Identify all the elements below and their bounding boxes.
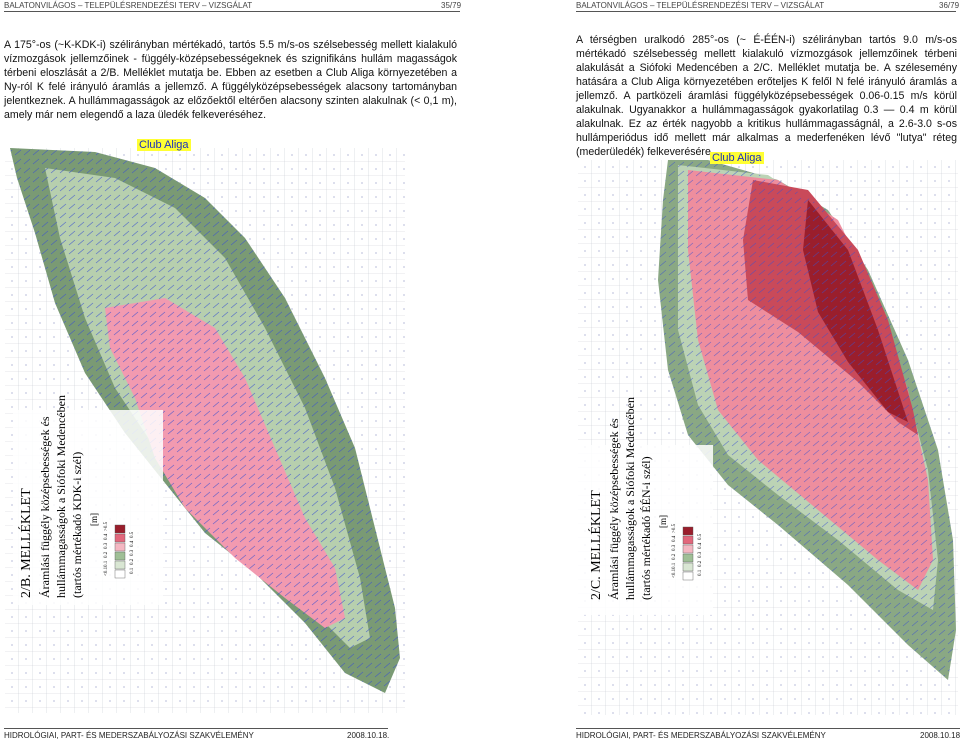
legend-title: 2/C. MELLÉKLET [587,490,604,600]
legend-label: 0.3 [698,551,703,558]
legend-line: (tartós mértékadó ÉÉN-i szél) [639,456,653,600]
map: 2/C. MELLÉKLET Áramlási függély középseb… [578,160,958,715]
legend-label: 0.3 [672,544,677,551]
legend-swatch [682,553,694,563]
legend-label: 0.1 [130,567,135,574]
legend-line: Áramlási függély középsebességek és [38,416,52,598]
legend-label: 0.4 [698,542,703,549]
paragraph: A 175°-os (~K-KDK-i) szélirányban mérték… [4,39,457,121]
flow-arrows [10,148,400,693]
footer-date: 2008.10.18. [347,731,390,740]
legend-swatch [114,560,126,570]
legend-line: hullámmagasságok a Siófoki Medencében [623,397,637,600]
page: BALATONVILÁGOS – TELEPÜLÉSRENDEZÉSI TERV… [480,0,960,742]
header-rule [576,11,956,12]
legend-line: Áramlási függély középsebességek és [607,418,621,600]
footer-rule [576,728,960,729]
legend-label: 0.4 [672,535,677,542]
legend-label: 0.2 [698,560,703,567]
legend-swatch [114,569,126,579]
legend-swatch [682,526,694,536]
legend-swatch [682,571,694,581]
legend-swatch [682,562,694,572]
legend-unit: [m] [89,513,99,526]
legend-swatch [682,544,694,554]
legend-unit: [m] [658,515,668,528]
legend-label: 0.2 [672,553,677,560]
legend-box [13,410,163,605]
legend-swatch [114,551,126,561]
legend-label: 0.3 [104,542,109,549]
legend-label: 0.1 [104,560,109,567]
legend-swatch [114,533,126,543]
header-rule [4,11,460,12]
legend-label: 0.2 [130,558,135,565]
footer-rule [4,728,388,729]
legend-swatch [114,524,126,534]
legend-label: <0.1 [672,568,677,578]
map-label: Club Aliga [137,139,191,151]
legend-label: >0.5 [672,523,677,533]
header-title: BALATONVILÁGOS – TELEPÜLÉSRENDEZÉSI TERV… [576,1,825,10]
legend-label: 0.1 [698,569,703,576]
footer-date: 2008.10.18. [920,731,960,740]
legend-swatch [682,535,694,545]
header-page: 36/79 [939,1,960,10]
legend-title: 2/B. MELLÉKLET [17,488,34,598]
paragraph: A térségben uralkodó 285°-os (~ É-ÉÉN-i)… [576,34,957,158]
legend-line: (tartós mértékadó KDK-i szél) [70,452,84,598]
legend-label: 0.1 [672,562,677,569]
legend-label: >0.5 [104,521,109,531]
legend-label: 0.4 [130,540,135,547]
footer-title: HIDROLÓGIAI, PART- ÉS MEDERSZABÁLYOZÁSI … [576,731,826,740]
header-title: BALATONVILÁGOS – TELEPÜLÉSRENDEZÉSI TERV… [4,1,253,10]
legend-swatch [114,542,126,552]
legend-line: hullámmagasságok a Siófoki Medencében [54,395,68,598]
legend-scale: <0.10.10.20.30.4>0.50.10.20.30.40.5 [672,523,703,581]
page: BALATONVILÁGOS – TELEPÜLÉSRENDEZÉSI TERV… [4,1,462,740]
map-label: Club Aliga [710,152,764,164]
legend-label: <0.1 [104,566,109,576]
legend-label: 0.5 [130,531,135,538]
legend-label: 0.2 [104,551,109,558]
legend-label: 0.5 [698,533,703,540]
legend-scale: <0.10.10.20.30.4>0.50.10.20.30.40.5 [104,521,135,579]
legend-label: 0.3 [130,549,135,556]
flow-arrows [658,160,956,680]
footer-title: HIDROLÓGIAI, PART- ÉS MEDERSZABÁLYOZÁSI … [4,731,254,740]
legend-label: 0.4 [104,533,109,540]
map: 2/B. MELLÉKLET Áramlási függély középseb… [5,148,405,713]
header-page: 35/79 [441,1,462,10]
